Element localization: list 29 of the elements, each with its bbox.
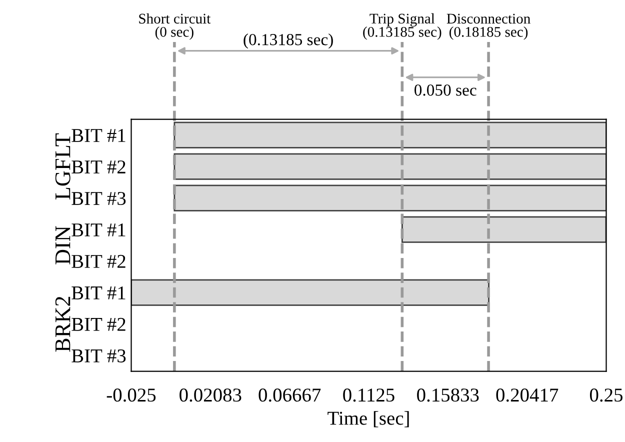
text: (0.13185 sec) bbox=[244, 34, 333, 49]
text: DIN bbox=[56, 226, 70, 264]
y-tick-label: BIT #2 bbox=[72, 160, 126, 174]
x-tick-label: 0.02083 bbox=[180, 388, 242, 402]
x-tick-label: 0.20417 bbox=[496, 388, 558, 402]
x-axis-title: Time [sec] bbox=[328, 411, 409, 428]
bar bbox=[401, 216, 606, 243]
y-tick-label: BIT #2 bbox=[72, 318, 126, 331]
bar bbox=[174, 122, 606, 148]
bar bbox=[174, 153, 606, 180]
y-tick-label: BIT #3 bbox=[72, 192, 126, 206]
text: LGFLT bbox=[55, 133, 70, 200]
text: 0.050 sec bbox=[414, 84, 476, 96]
text: BRK2 bbox=[55, 296, 70, 352]
x-tick-label: -0.025 bbox=[106, 388, 156, 402]
x-tick-label: 0.06667 bbox=[258, 388, 321, 402]
x-tick-label: 0.15833 bbox=[417, 388, 479, 402]
bar bbox=[131, 279, 490, 306]
ref-line-label: Disconnection (0.18185 sec) bbox=[446, 14, 530, 40]
x-tick-label: 0.25 bbox=[590, 388, 623, 402]
x-tick-label: 0.1125 bbox=[343, 388, 394, 402]
bar bbox=[174, 184, 606, 212]
y-tick-label: BIT #1 bbox=[72, 286, 126, 300]
y-tick-label: BIT #1 bbox=[72, 223, 126, 236]
y-tick-label: BIT #1 bbox=[72, 128, 126, 142]
y-tick-label: BIT #3 bbox=[72, 349, 126, 362]
ref-line-label: Short circuit (0 sec) bbox=[139, 13, 211, 40]
y-tick-label: BIT #2 bbox=[72, 254, 126, 268]
ref-line-label: Trip Signal (0.13185 sec) bbox=[363, 13, 442, 40]
